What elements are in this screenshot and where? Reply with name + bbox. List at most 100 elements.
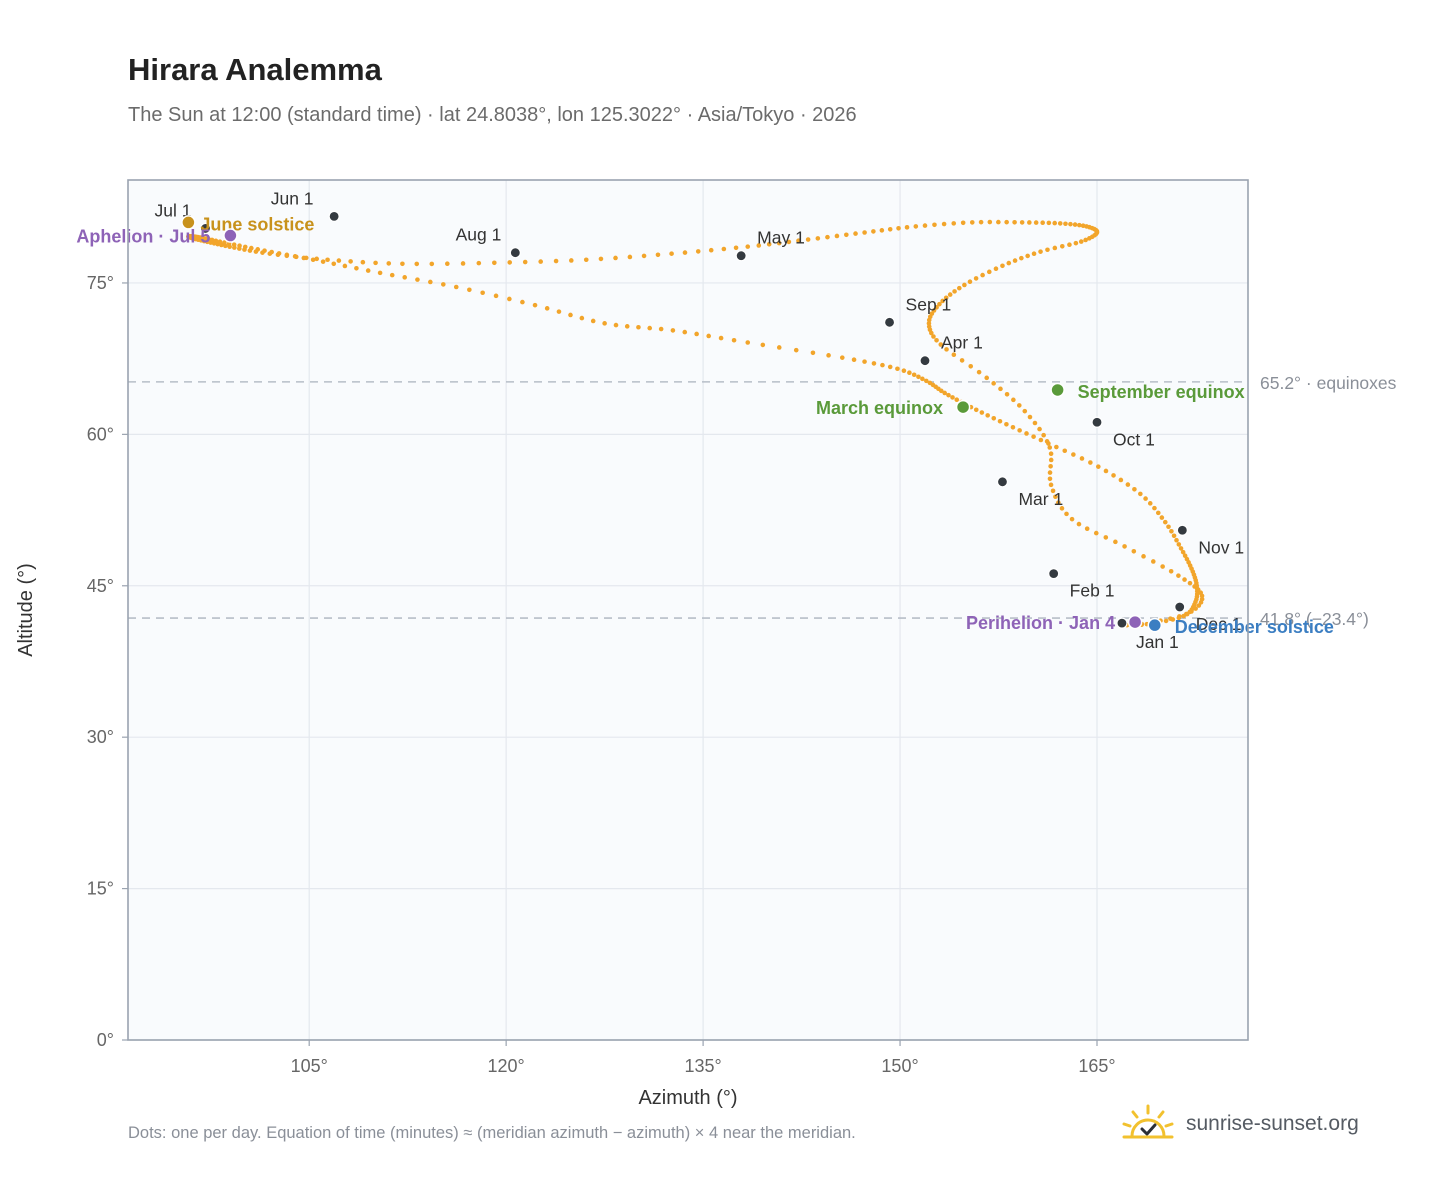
day-dot (1004, 392, 1010, 397)
day-dot (583, 257, 589, 263)
month-label: Jan 1 (1136, 632, 1179, 652)
event-marker (1147, 617, 1163, 633)
day-dot (978, 219, 984, 225)
day-dot (934, 305, 939, 310)
day-dot (1096, 464, 1101, 469)
month-label: Jul 1 (154, 200, 191, 220)
month-label: Aug 1 (456, 225, 502, 245)
day-dot (937, 301, 942, 307)
day-dot (507, 260, 513, 265)
day-dot (1152, 505, 1157, 511)
y-tick-label: 30° (87, 727, 114, 747)
day-dot (951, 221, 957, 226)
day-dot (206, 236, 211, 242)
day-dot (492, 260, 497, 266)
day-dot (222, 240, 227, 245)
day-dot (1080, 223, 1086, 229)
event-marker (181, 215, 196, 230)
day-dot (613, 255, 618, 261)
day-dot (880, 362, 885, 368)
day-dot (553, 258, 559, 264)
month-marker (883, 316, 896, 328)
day-dot (1170, 617, 1176, 622)
day-dot (1019, 220, 1025, 225)
day-dot (1019, 255, 1024, 261)
day-dot (1064, 511, 1069, 517)
day-dot (896, 225, 901, 231)
day-dot (733, 245, 739, 251)
day-dot (1083, 237, 1088, 243)
day-dot (1199, 596, 1205, 602)
day-dot (415, 277, 420, 282)
day-dot (851, 357, 857, 363)
day-dot (402, 275, 408, 280)
day-dot (844, 232, 849, 238)
day-dot (1012, 219, 1017, 225)
day-dot (1054, 444, 1059, 450)
day-dot (331, 261, 337, 267)
day-dot (400, 261, 405, 267)
day-dot (1048, 463, 1053, 469)
axis-ticks: 105° 120° 135° 150° 165° 0° 15° 30° 45° 60° 75° (87, 273, 1116, 1076)
day-dot (1027, 414, 1033, 420)
day-dot (1079, 456, 1085, 461)
day-dot (694, 331, 699, 337)
day-dot (544, 306, 550, 311)
day-dot (292, 254, 298, 259)
day-dot (255, 247, 261, 252)
day-dot (556, 309, 562, 314)
day-dot (1052, 245, 1058, 251)
day-dot (1047, 476, 1053, 482)
day-dot (1159, 515, 1165, 520)
day-dot (249, 245, 254, 251)
day-dot (314, 256, 320, 262)
day-dot (1118, 477, 1124, 483)
day-dot (598, 256, 604, 262)
day-dot (913, 224, 919, 229)
day-dot (766, 241, 772, 247)
day-dot (301, 255, 307, 261)
day-dot (1046, 220, 1052, 226)
day-dot (1122, 544, 1127, 549)
month-label: Feb 1 (1070, 581, 1115, 601)
day-dot (924, 378, 929, 384)
day-dot (579, 315, 585, 321)
day-dot (1160, 564, 1165, 569)
day-dot (1048, 457, 1054, 463)
day-dot (428, 279, 433, 285)
day-dot (708, 247, 714, 253)
y-tick-label: 0° (97, 1030, 114, 1050)
day-dot (796, 238, 801, 244)
month-marker (735, 250, 747, 262)
day-dot (879, 228, 885, 233)
x-tick-label: 165° (1078, 1056, 1115, 1076)
day-dot (839, 355, 845, 360)
day-dot (1004, 421, 1009, 427)
day-dot (520, 299, 525, 305)
day-dot (760, 342, 766, 348)
day-dot (460, 261, 466, 266)
day-dot (1088, 460, 1093, 465)
day-dot (231, 242, 237, 247)
day-dot (1176, 542, 1182, 547)
day-dot (911, 372, 917, 378)
day-dot (1047, 470, 1053, 475)
day-dot (1068, 221, 1073, 227)
day-dot (853, 231, 858, 236)
day-dot (946, 392, 951, 398)
day-dot (943, 295, 949, 301)
day-dot (522, 259, 528, 265)
brand-logo[interactable]: sunrise-sunset.org (1120, 1100, 1359, 1148)
day-dot (1073, 240, 1079, 246)
day-dot (952, 289, 957, 294)
day-dot (1048, 451, 1054, 456)
event-marker (1127, 614, 1143, 630)
day-dot (377, 270, 383, 276)
day-dot (938, 388, 944, 394)
day-dot (1052, 220, 1058, 226)
day-dot (1031, 434, 1036, 439)
day-dot (1076, 521, 1082, 527)
day-dot (1176, 615, 1182, 621)
day-dot (336, 258, 342, 263)
day-dot (538, 259, 543, 264)
